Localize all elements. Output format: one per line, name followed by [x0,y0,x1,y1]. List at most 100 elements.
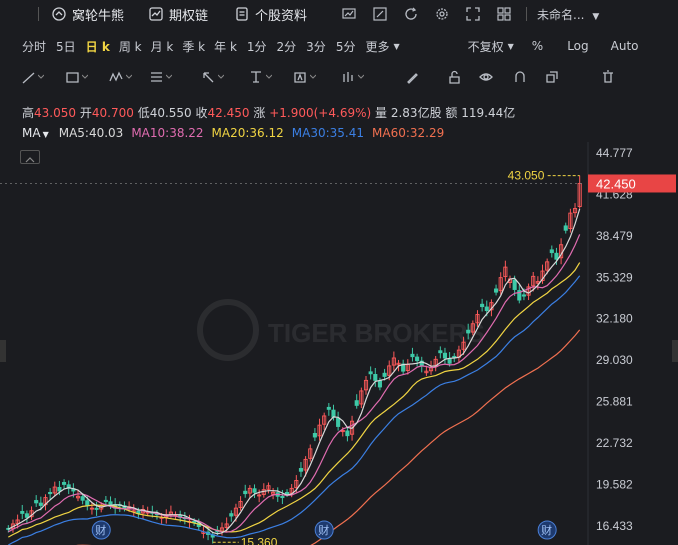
fullscreen-icon[interactable] [465,6,481,22]
candle-body [298,468,304,472]
chevron-up-icon [25,157,35,163]
volume-value: 2.83亿股 [390,106,442,120]
arrow-tool-icon[interactable] [200,69,216,85]
candle-body [526,286,531,296]
period-7[interactable]: 1分 [246,39,267,54]
eye-icon[interactable] [478,69,494,85]
bar-pattern-icon[interactable] [340,69,356,85]
measure-tool-icon[interactable] [248,69,264,85]
settings-icon[interactable] [434,6,450,22]
fib-tool-icon[interactable] [148,69,164,85]
chevron-down-icon [126,74,132,79]
candle-body [284,492,290,495]
layout-grid-icon[interactable] [496,6,512,22]
ma-label: MA [22,126,41,140]
open-value: 40.700 [91,105,134,120]
candle-body [294,480,299,489]
refresh-icon[interactable] [403,6,419,22]
text-tool-icon[interactable] [292,69,308,85]
candle-body [66,484,71,489]
candle-body [108,501,113,505]
candle-body [238,501,243,508]
y-tick-label: 35.329 [596,270,633,284]
volume-label: 量 [375,106,388,120]
y-tick-label: 22.732 [596,436,633,450]
chart-tool-icons [341,6,512,22]
earnings-marker-label: 财 [318,523,329,537]
chevron-down-icon [38,74,44,79]
left-handle[interactable] [0,340,6,362]
candle-body [554,252,559,260]
ma20-value: MA20:36.12 [211,126,284,140]
candle-body [257,494,262,497]
period-10[interactable]: 5分 [335,39,356,54]
candle-body [373,373,378,381]
auto-toggle[interactable]: Auto [610,39,639,53]
line-tool-icon[interactable] [20,69,36,85]
chevron-down-icon [218,74,224,79]
period-1[interactable]: 5日 [56,39,76,54]
candle-body [410,353,415,358]
stock-profile-button[interactable]: 个股资料 [234,5,307,24]
candle-body [247,487,252,494]
candle-body [503,266,508,278]
close-value: 42.450 [207,105,250,120]
candle-body [377,380,382,388]
candle-body [424,370,429,374]
period-8[interactable]: 2分 [276,39,297,54]
period-3[interactable]: 周 k [118,39,142,54]
lock-icon[interactable] [446,69,462,85]
candle-body [438,350,443,354]
candle-body [52,486,57,494]
y-tick-label: 16.433 [596,519,633,533]
pen-icon[interactable] [404,69,420,85]
candle-body [94,507,99,510]
chart-screen-icon[interactable] [341,6,357,22]
period-9[interactable]: 3分 [306,39,326,54]
collapse-toggle[interactable] [20,150,40,164]
candle-body [461,341,466,350]
trash-icon[interactable] [600,69,616,85]
chevron-down-icon [266,74,272,79]
candle-body [545,261,550,271]
rect-tool-icon[interactable] [64,69,80,85]
period-2[interactable]: 日 k [85,39,110,54]
period-0[interactable]: 分时 [22,39,47,54]
candle-body [531,275,536,287]
layers-icon[interactable] [544,69,560,85]
period-4[interactable]: 月 k [150,39,174,54]
candle-body [20,510,25,514]
options-chain-button[interactable]: 期权链 [148,5,208,24]
ma5-line [8,208,581,535]
right-handle[interactable] [672,340,678,362]
layout-selector[interactable]: 未命名... ▼ [537,6,599,23]
edit-icon[interactable] [372,6,388,22]
magnet-icon[interactable] [512,69,528,85]
period-11[interactable]: 更多 [365,39,390,54]
log-toggle[interactable]: Log [567,39,589,53]
ma-selector[interactable]: MA ▼ [22,126,49,140]
watermark: TIGER BROKERS [197,299,485,361]
period-6[interactable]: 年 k [214,39,237,54]
y-tick-label: 29.030 [596,353,633,367]
separator [38,7,39,21]
period-5[interactable]: 季 k [182,39,206,54]
bull-bear-button[interactable]: 窝轮牛熊 [51,5,124,24]
candle-body [336,417,341,427]
candle-body [89,507,94,510]
wave-tool-icon[interactable] [108,69,124,85]
candle-body [484,306,489,312]
candle-body [521,294,526,297]
top-toolbar: 窝轮牛熊 期权链 个股资料 未命名... ▼ [0,0,678,28]
candle-body [466,329,471,334]
chart-markers: 42.450 43.050 15.360 财 财 财 [0,169,676,545]
percent-toggle[interactable]: % [531,39,544,53]
layout-name: 未命名... [537,7,585,22]
stock-profile-label: 个股资料 [255,8,308,24]
amount-label: 额 [445,106,458,120]
open-label: 开 [79,106,92,120]
adjust-selector[interactable]: 不复权 [467,39,504,54]
candlestick-chart[interactable]: TIGER BROKERS 44.77741.62838.47935.32932… [0,142,678,545]
candle-body [15,519,20,524]
